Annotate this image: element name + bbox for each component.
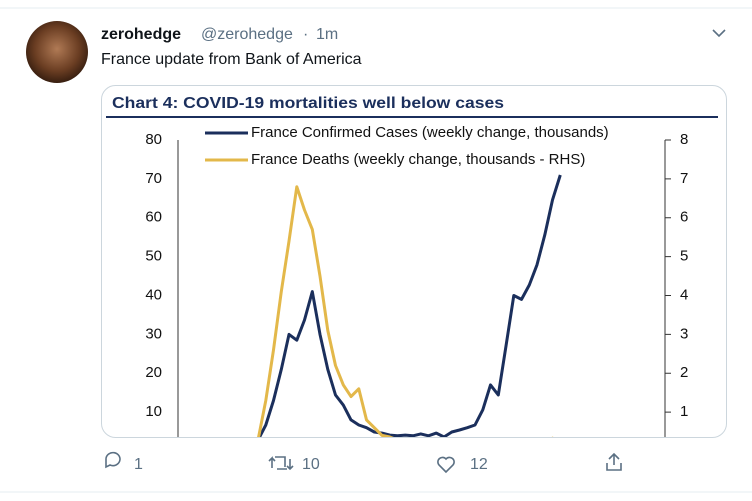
y2-tick-label: 5	[680, 248, 688, 265]
y2-tick-label: 6	[680, 209, 688, 226]
actions: 1 10 12	[105, 451, 622, 474]
handle[interactable]: @zerohedge	[201, 26, 293, 43]
reply-count: 1	[134, 456, 143, 473]
y2-tick-label: 2	[680, 364, 688, 381]
y2-tick-label: 3	[680, 325, 688, 342]
retweet-count: 10	[302, 456, 320, 473]
y-tick-label: 20	[145, 364, 162, 381]
y2-tick-label: 7	[680, 170, 688, 187]
like-icon[interactable]	[437, 456, 455, 474]
retweet-icon[interactable]	[268, 456, 294, 471]
chart: Chart 4: COVID-19 mortalities well below…	[106, 95, 718, 437]
y-tick-label: 30	[145, 325, 162, 342]
share-icon[interactable]	[606, 452, 622, 471]
tweet-text: France update from Bank of America	[101, 51, 362, 68]
separator: ·	[303, 26, 308, 43]
legend-label: France Confirmed Cases (weekly change, t…	[251, 124, 609, 141]
y-tick-label: 10	[145, 403, 162, 420]
y-tick-label: 60	[145, 209, 162, 226]
y2-tick-label: 4	[680, 286, 688, 303]
y-tick-label: 70	[145, 170, 162, 187]
y2-tick-label: 1	[680, 403, 688, 420]
y-tick-label: 50	[145, 248, 162, 265]
user-name[interactable]: zerohedge	[101, 26, 181, 43]
media-card[interactable]	[101, 85, 727, 438]
time[interactable]: 1m	[316, 26, 338, 43]
legend-label: France Deaths (weekly change, thousands …	[251, 151, 585, 168]
chart-title: Chart 4: COVID-19 mortalities well below…	[112, 95, 504, 112]
y2-tick-label: 8	[680, 131, 688, 148]
series-line	[256, 185, 562, 437]
series-line	[256, 174, 562, 437]
reply-icon[interactable]	[105, 451, 121, 469]
y-tick-label: 40	[145, 286, 162, 303]
like-count: 12	[470, 456, 488, 473]
avatar[interactable]	[26, 21, 88, 83]
menu-caret[interactable]	[712, 29, 726, 38]
y-tick-label: 80	[145, 131, 162, 148]
